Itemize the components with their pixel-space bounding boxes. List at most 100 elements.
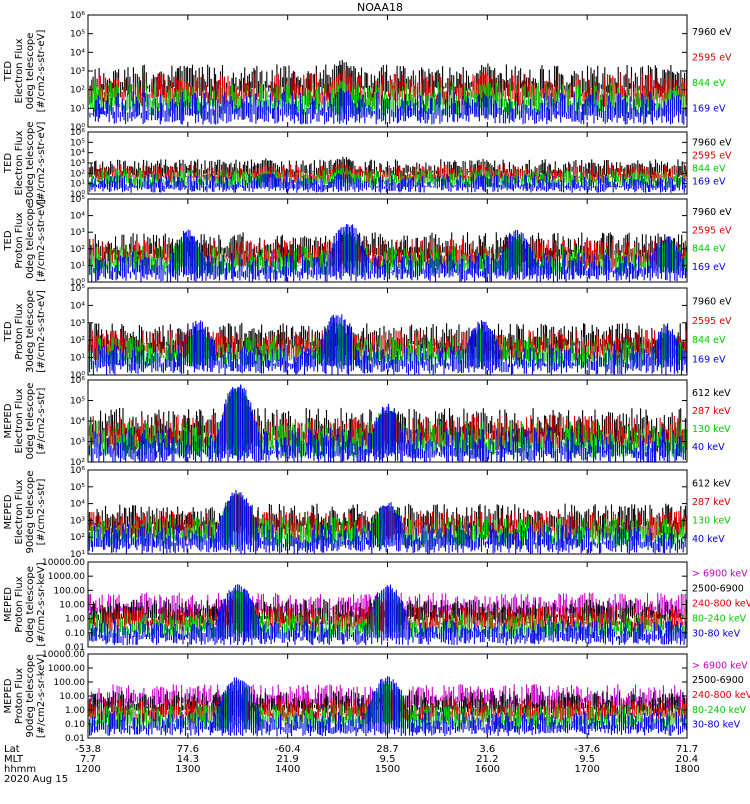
- y-axis-label-line: MEPED: [3, 678, 14, 713]
- y-tick-label: 10³: [70, 319, 85, 329]
- y-tick-label: 10.00: [59, 692, 85, 702]
- legend-entry: 30-80 keV: [692, 629, 741, 640]
- y-axis-label-line: [#/cm2-s-str-eV]: [36, 30, 47, 113]
- x-tick-mlt: 20.4: [676, 754, 698, 765]
- panel-5: 10² 10³ 10⁴ 10⁵ 10⁶ MEPED Electron Flux 0deg te…: [3, 376, 731, 468]
- legend-entry: 2500-6900: [692, 584, 744, 595]
- y-axis-label-line: TED: [3, 153, 14, 174]
- y-tick-label: 10³: [70, 438, 85, 448]
- series-287-kev: [88, 492, 687, 541]
- y-tick-label: 10²: [70, 533, 85, 543]
- y-tick-label: 10¹: [70, 261, 85, 271]
- series-169-ev: [88, 172, 687, 193]
- x-tick-hhmm: 1700: [574, 764, 599, 775]
- y-tick-label: 1000.00: [48, 664, 85, 674]
- y-tick-label: 10¹: [70, 354, 85, 364]
- traces: [88, 384, 687, 462]
- legend-entry: 844 eV: [692, 244, 726, 255]
- legend-entry: 7960 eV: [692, 27, 732, 38]
- x-row-label: hhmm: [4, 764, 36, 775]
- y-tick-label: 100.00: [54, 586, 86, 596]
- traces: [88, 489, 687, 554]
- traces: [88, 584, 687, 646]
- legend-entry: 40 keV: [692, 442, 725, 453]
- x-row-label: Lat: [4, 744, 20, 755]
- series-169-ev: [88, 314, 687, 375]
- y-axis-label-line: Electron Flux: [14, 130, 25, 195]
- x-tick-hhmm: 1300: [175, 764, 200, 775]
- y-tick-label: 10⁵: [70, 397, 85, 407]
- legend-entry: 2595 eV: [692, 316, 732, 327]
- legend-entry: 169 eV: [692, 177, 726, 188]
- y-tick-label: 10⁵: [70, 195, 85, 205]
- series-169-ev: [88, 224, 687, 282]
- legend-entry: 240-800 keV: [692, 599, 750, 610]
- x-tick-lat: -60.4: [275, 744, 301, 755]
- x-tick-mlt: 21.9: [277, 754, 299, 765]
- y-tick-label: 10⁴: [70, 212, 85, 222]
- y-tick-label: 10⁰: [70, 371, 85, 381]
- y-tick-label: 10⁶: [70, 466, 85, 476]
- y-tick-label: 1.00: [65, 706, 85, 716]
- x-tick-mlt: 14.3: [177, 754, 199, 765]
- y-axis-label-line: [#/cm2-s-str-eV]: [36, 199, 47, 282]
- x-axis-labels: LatMLThhmm-53.87.7120077.614.31300-60.42…: [4, 744, 700, 785]
- x-tick-lat: 3.6: [479, 744, 495, 755]
- y-tick-label: 10³: [70, 159, 85, 169]
- legend-entry: 169 eV: [692, 354, 726, 365]
- y-axis-label-line: Proton Flux: [14, 212, 25, 268]
- panel-4: 10⁰ 10¹ 10² 10³ 10⁴ 10⁵ TED Proton Flux 30deg te…: [3, 284, 732, 381]
- x-tick-hhmm: 1600: [475, 764, 500, 775]
- y-tick-label: 10⁰: [70, 278, 85, 288]
- x-tick-mlt: 21.2: [476, 754, 498, 765]
- y-tick-label: 1.00: [65, 615, 85, 625]
- y-axis-label-line: [#/cm2-s-sr-keV]: [36, 562, 47, 646]
- x-tick-mlt: 7.7: [80, 754, 96, 765]
- y-tick-label: 0.01: [65, 643, 85, 653]
- series-30-80-kev: [88, 676, 687, 737]
- legend-entry: 169 eV: [692, 103, 726, 114]
- y-axis-label-line: [#/cm2-s-str]: [36, 387, 47, 454]
- legend-entry: 2595 eV: [692, 52, 732, 63]
- y-tick-label: 10000.00: [42, 558, 85, 568]
- y-tick-label: 10.00: [59, 601, 85, 611]
- y-axis-label-line: 30deg telescope: [25, 290, 36, 373]
- y-axis-label-line: TED: [3, 61, 14, 82]
- legend-entry: 80-240 keV: [692, 614, 747, 625]
- x-tick-lat: 77.6: [177, 744, 199, 755]
- legend-entry: > 6900 keV: [692, 569, 748, 580]
- legend-entry: 130 keV: [692, 515, 731, 526]
- y-tick-label: 10⁰: [70, 123, 85, 133]
- x-tick-mlt: 9.5: [380, 754, 396, 765]
- x-tick-hhmm: 1400: [275, 764, 300, 775]
- traces: [88, 156, 687, 193]
- legend-entry: 287 keV: [692, 406, 731, 417]
- y-axis-label-line: [#/cm2-s-str]: [36, 478, 47, 545]
- y-tick-label: 10¹: [70, 180, 85, 190]
- x-tick-lat: -37.6: [574, 744, 600, 755]
- series-40-kev: [88, 489, 686, 554]
- y-tick-label: 10⁰: [70, 190, 85, 200]
- y-tick-label: 10²: [70, 169, 85, 179]
- y-tick-label: 10²: [70, 245, 85, 255]
- legend-entry: 844 eV: [692, 335, 726, 346]
- series-30-80-kev: [88, 584, 687, 646]
- y-axis-label-line: 90deg telescope: [25, 654, 36, 737]
- x-tick-mlt: 9.5: [579, 754, 595, 765]
- y-axis-label-line: MEPED: [3, 587, 14, 622]
- traces: [88, 224, 687, 282]
- y-axis-label-line: Proton Flux: [14, 668, 25, 724]
- y-tick-label: 10¹: [70, 104, 85, 114]
- y-tick-label: 0.01: [65, 734, 85, 744]
- y-tick-label: 10⁴: [70, 149, 85, 159]
- y-axis-label-line: Electron Flux: [14, 479, 25, 544]
- y-tick-label: 10⁶: [70, 11, 85, 21]
- y-axis-label-line: 0deg telescope: [25, 383, 36, 460]
- y-axis-label-line: TED: [3, 321, 14, 342]
- y-axis-label-line: MEPED: [3, 403, 14, 438]
- legend-entry: 130 keV: [692, 424, 731, 435]
- legend-entry: 2500-6900: [692, 675, 744, 686]
- y-axis-label-line: MEPED: [3, 494, 14, 529]
- y-tick-label: 10³: [70, 228, 85, 238]
